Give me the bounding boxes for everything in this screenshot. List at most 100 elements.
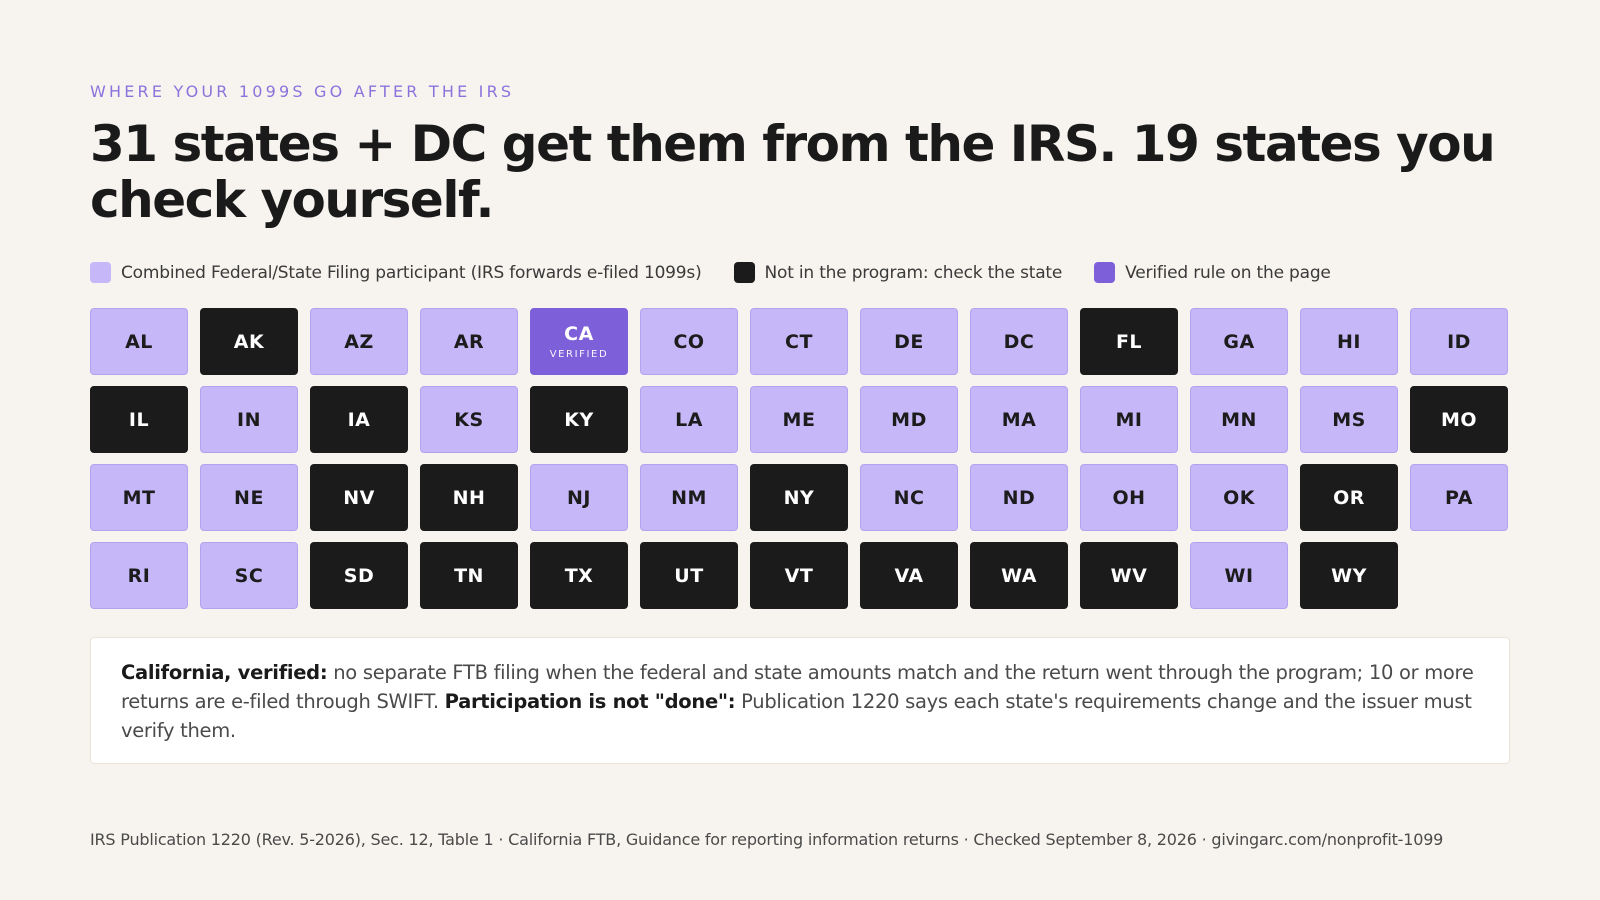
state-tile-wa: WA <box>970 542 1068 609</box>
state-code: NJ <box>567 486 591 509</box>
legend: Combined Federal/State Filing participan… <box>90 262 1363 283</box>
state-code: CA <box>564 323 594 345</box>
state-tile-oh: OH <box>1080 464 1178 531</box>
state-code: IA <box>347 408 371 431</box>
state-code: WI <box>1224 564 1254 587</box>
state-tile-ri: RI <box>90 542 188 609</box>
state-code: LA <box>675 408 703 431</box>
state-code: GA <box>1223 330 1255 353</box>
eyebrow: WHERE YOUR 1099S GO AFTER THE IRS <box>90 82 515 101</box>
state-tile-me: ME <box>750 386 848 453</box>
state-tile-ky: KY <box>530 386 628 453</box>
state-tile-ia: IA <box>310 386 408 453</box>
state-code: ID <box>1447 330 1471 353</box>
state-tile-id: ID <box>1410 308 1508 375</box>
state-tile-ok: OK <box>1190 464 1288 531</box>
state-code: AL <box>125 330 153 353</box>
state-tile-ca: CA VERIFIED <box>530 308 628 375</box>
state-tile-nj: NJ <box>530 464 628 531</box>
state-tile-ut: UT <box>640 542 738 609</box>
state-tile-nm: NM <box>640 464 738 531</box>
state-code: AK <box>233 330 265 353</box>
state-tile-ma: MA <box>970 386 1068 453</box>
state-code: MS <box>1332 408 1366 431</box>
state-code: WY <box>1331 564 1367 587</box>
state-code: NM <box>671 486 707 509</box>
state-code: FL <box>1115 330 1143 353</box>
state-code: VA <box>894 564 924 587</box>
state-code: VT <box>784 564 814 587</box>
state-code: IN <box>237 408 261 431</box>
state-tile-ak: AK <box>200 308 298 375</box>
state-tile-co: CO <box>640 308 738 375</box>
state-code: NC <box>893 486 925 509</box>
state-code: OR <box>1333 486 1365 509</box>
state-tile-dc: DC <box>970 308 1068 375</box>
legend-item-cfsf: Combined Federal/State Filing participan… <box>90 262 702 283</box>
state-code: UT <box>674 564 704 587</box>
state-tile-ga: GA <box>1190 308 1288 375</box>
state-tile-al: AL <box>90 308 188 375</box>
state-code: KS <box>454 408 484 431</box>
state-tile-md: MD <box>860 386 958 453</box>
state-tile-or: OR <box>1300 464 1398 531</box>
state-code: SD <box>343 564 375 587</box>
state-code: HI <box>1337 330 1361 353</box>
state-code: MA <box>1001 408 1037 431</box>
state-tile-tx: TX <box>530 542 628 609</box>
legend-swatch-cfsf <box>90 262 111 283</box>
state-code: MO <box>1440 408 1478 431</box>
state-tile-wi: WI <box>1190 542 1288 609</box>
state-code: CO <box>673 330 705 353</box>
state-tile-nc: NC <box>860 464 958 531</box>
state-code: WA <box>1001 564 1037 587</box>
note-lead-bold: California, verified: <box>121 661 328 684</box>
state-tile-ar: AR <box>420 308 518 375</box>
state-tile-nd: ND <box>970 464 1068 531</box>
state-tile-mt: MT <box>90 464 188 531</box>
state-code: SC <box>234 564 264 587</box>
state-grid: AL AK AZ AR CA VERIFIED CO CT DE DC FL GA HI ID IL IN IA… <box>90 308 1508 609</box>
state-code: TX <box>564 564 594 587</box>
legend-swatch-verified <box>1094 262 1116 283</box>
state-tile-il: IL <box>90 386 188 453</box>
state-tile-az: AZ <box>310 308 408 375</box>
state-code: MN <box>1221 408 1257 431</box>
state-tile-de: DE <box>860 308 958 375</box>
verified-badge: VERIFIED <box>549 349 609 360</box>
state-code: WV <box>1110 564 1148 587</box>
state-code: DC <box>1003 330 1035 353</box>
state-tile-wy: WY <box>1300 542 1398 609</box>
state-code: KY <box>564 408 594 431</box>
state-code: TN <box>454 564 484 587</box>
state-code: MT <box>122 486 156 509</box>
legend-item-out: Not in the program: check the state <box>733 262 1062 283</box>
state-tile-in: IN <box>200 386 298 453</box>
page: WHERE YOUR 1099S GO AFTER THE IRS 31 sta… <box>90 0 1510 900</box>
legend-label-verified: Verified rule on the page <box>1125 262 1331 283</box>
state-tile-hi: HI <box>1300 308 1398 375</box>
state-tile-ks: KS <box>420 386 518 453</box>
state-tile-tn: TN <box>420 542 518 609</box>
legend-item-verified: Verified rule on the page <box>1094 262 1331 283</box>
state-tile-ne: NE <box>200 464 298 531</box>
state-code: MD <box>891 408 927 431</box>
legend-label-cfsf: Combined Federal/State Filing participan… <box>121 262 702 283</box>
note-lead-text: no separate FTB filing when the federal … <box>121 661 1474 713</box>
state-tile-mn: MN <box>1190 386 1288 453</box>
california-note: California, verified: no separate FTB fi… <box>90 637 1510 764</box>
state-tile-nv: NV <box>310 464 408 531</box>
state-tile-ny: NY <box>750 464 848 531</box>
state-tile-sc: SC <box>200 542 298 609</box>
state-code: ME <box>782 408 816 431</box>
state-code: MI <box>1115 408 1143 431</box>
state-code: OH <box>1112 486 1146 509</box>
state-code: ND <box>1002 486 1036 509</box>
state-code: IL <box>128 408 150 431</box>
note-second-text: Publication 1220 says each state's requi… <box>121 690 1472 742</box>
headline: 31 states + DC get them from the IRS. 19… <box>90 115 1496 229</box>
state-code: DE <box>894 330 924 353</box>
state-tile-va: VA <box>860 542 958 609</box>
note-second-bold: Participation is not "done": <box>444 690 736 713</box>
sources-footer: IRS Publication 1220 (Rev. 5-2026), Sec.… <box>90 830 1444 849</box>
